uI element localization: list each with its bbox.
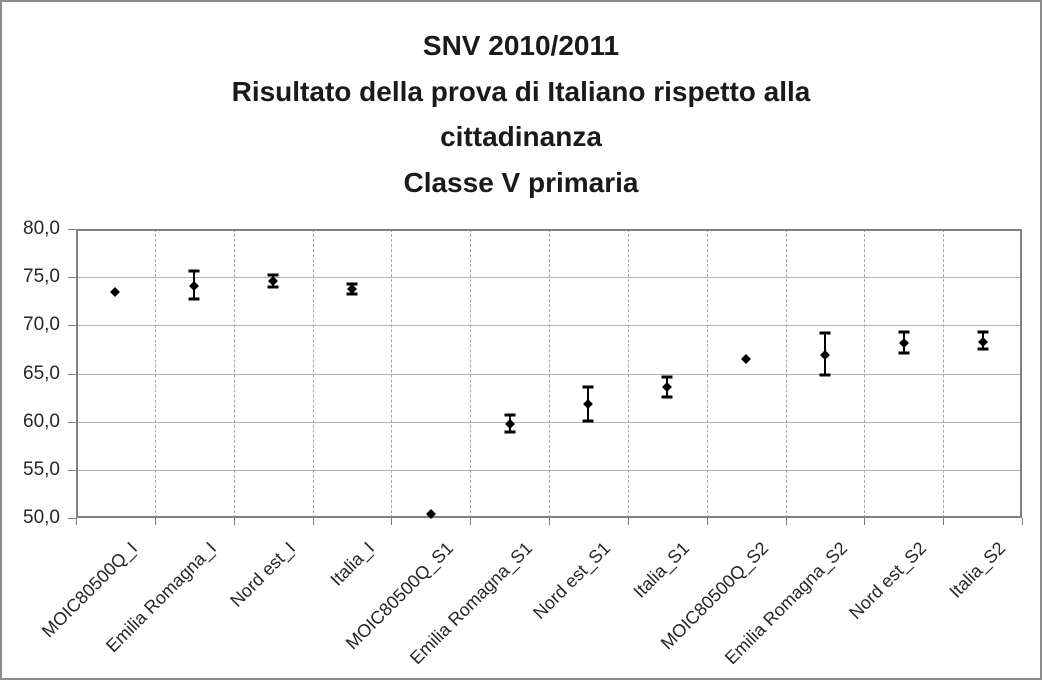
chart-title-line-3: cittadinanza xyxy=(440,121,602,152)
x-axis-tick xyxy=(313,518,314,525)
y-axis-tick xyxy=(68,277,76,278)
error-bar-cap-bottom xyxy=(819,373,831,377)
error-bar-cap-bottom xyxy=(898,351,910,355)
error-bar-cap-top xyxy=(267,273,279,277)
error-bar-cap-top xyxy=(188,269,200,273)
y-axis-tick xyxy=(68,518,76,519)
x-gridline xyxy=(786,229,787,518)
x-axis-tick xyxy=(155,518,156,525)
error-bar-cap-top xyxy=(819,331,831,335)
x-gridline xyxy=(864,229,865,518)
error-bar-cap-bottom xyxy=(661,395,673,399)
x-axis-tick xyxy=(470,518,471,525)
x-axis-tick xyxy=(943,518,944,525)
y-axis-tick xyxy=(68,422,76,423)
error-bar-cap-top xyxy=(898,330,910,334)
y-axis-tick xyxy=(68,470,76,471)
y-tick-label: 75,0 xyxy=(23,266,60,287)
x-axis-tick xyxy=(707,518,708,525)
x-axis-tick xyxy=(786,518,787,525)
x-axis-tick xyxy=(864,518,865,525)
error-bar-cap-bottom xyxy=(267,285,279,289)
error-bar-cap-bottom xyxy=(504,430,516,434)
x-axis-tick xyxy=(391,518,392,525)
chart-title-line-2: Risultato della prova di Italiano rispet… xyxy=(231,75,811,107)
x-gridline xyxy=(628,229,629,518)
x-gridline xyxy=(707,229,708,518)
x-gridline xyxy=(234,229,235,518)
chart-title: SNV 2010/2011 Risultato della prova di I… xyxy=(2,23,1040,205)
chart-title-line-4: Classe V primaria xyxy=(403,166,639,198)
y-tick-label: 70,0 xyxy=(23,314,60,335)
x-axis-tick xyxy=(76,518,77,525)
x-gridline xyxy=(391,229,392,518)
x-gridline xyxy=(549,229,550,518)
error-bar-cap-bottom xyxy=(977,347,989,351)
y-axis-tick xyxy=(68,374,76,375)
y-axis-tick xyxy=(68,325,76,326)
y-tick-label: 60,0 xyxy=(23,411,60,432)
x-tick-label: MOIC80500Q_I xyxy=(37,538,142,642)
y-tick-label: 55,0 xyxy=(23,459,60,480)
x-axis-tick xyxy=(549,518,550,525)
error-bar-cap-top xyxy=(977,330,989,334)
x-axis-tick xyxy=(628,518,629,525)
error-bar-cap-top xyxy=(582,385,594,389)
y-axis-tick xyxy=(68,229,76,230)
x-gridline xyxy=(155,229,156,518)
error-bar-cap-bottom xyxy=(582,419,594,423)
x-axis-tick xyxy=(234,518,235,525)
x-gridline xyxy=(470,229,471,518)
error-bar-cap-top xyxy=(504,413,516,417)
y-tick-label: 80,0 xyxy=(23,218,60,239)
x-axis-tick xyxy=(1022,518,1023,525)
error-bar-cap-bottom xyxy=(188,297,200,301)
y-tick-label: 65,0 xyxy=(23,363,60,384)
chart-title-line-1: SNV 2010/2011 xyxy=(422,30,620,61)
x-gridline xyxy=(943,229,944,518)
plot-area xyxy=(76,229,1022,518)
error-bar-cap-top xyxy=(661,375,673,379)
x-gridline xyxy=(313,229,314,518)
y-tick-label: 50,0 xyxy=(23,507,60,528)
